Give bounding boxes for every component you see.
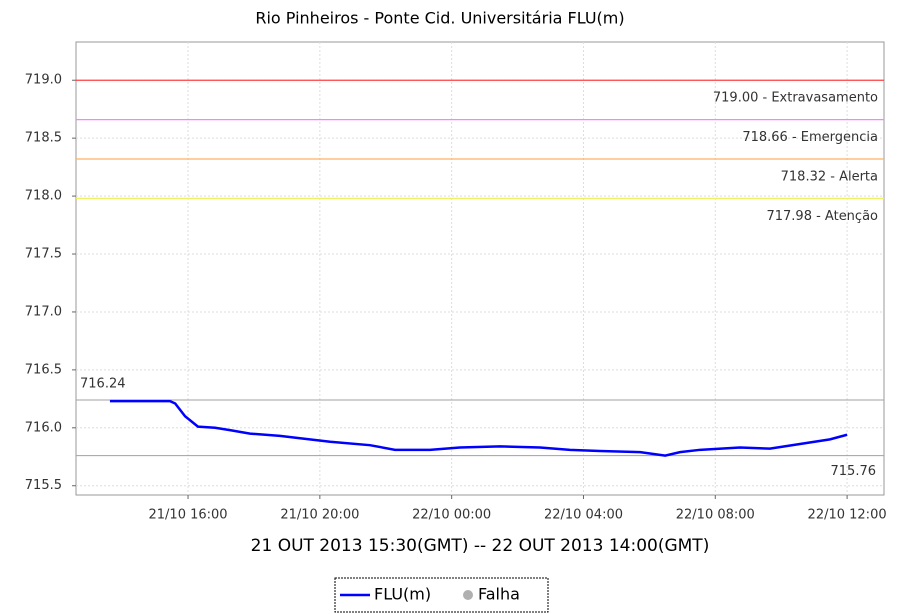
x-axis-title: 21 OUT 2013 15:30(GMT) -- 22 OUT 2013 14… <box>251 536 710 556</box>
x-tick-label: 22/10 00:00 <box>412 508 491 523</box>
y-tick-label: 716.5 <box>25 362 62 377</box>
y-tick-label: 715.5 <box>25 478 62 493</box>
legend-label: Falha <box>478 585 520 604</box>
legend-swatch <box>463 590 473 600</box>
x-tick-label: 21/10 16:00 <box>149 508 228 523</box>
x-tick-label: 22/10 08:00 <box>676 508 755 523</box>
y-tick-label: 718.5 <box>25 131 62 146</box>
y-tick-label: 716.0 <box>25 420 62 435</box>
y-tick-label: 717.5 <box>25 247 62 262</box>
max-label: 716.24 <box>80 376 126 391</box>
y-tick-label: 717.0 <box>25 304 62 319</box>
threshold-label: 718.66 - Emergencia <box>742 130 878 145</box>
threshold-label: 717.98 - Atenção <box>766 209 878 224</box>
x-tick-label: 22/10 04:00 <box>544 508 623 523</box>
y-tick-label: 719.0 <box>25 73 62 88</box>
legend-label: FLU(m) <box>374 585 431 604</box>
chart-title: Rio Pinheiros - Ponte Cid. Universitária… <box>255 9 624 28</box>
threshold-label: 719.00 - Extravasamento <box>713 91 878 106</box>
legend-box <box>334 577 549 613</box>
x-tick-label: 21/10 20:00 <box>280 508 359 523</box>
threshold-label: 718.32 - Alerta <box>781 170 878 185</box>
y-tick-label: 718.0 <box>25 189 62 204</box>
data-line <box>109 399 848 457</box>
min-label: 715.76 <box>831 464 877 479</box>
x-tick-label: 22/10 12:00 <box>808 508 887 523</box>
plot-area <box>75 41 885 496</box>
